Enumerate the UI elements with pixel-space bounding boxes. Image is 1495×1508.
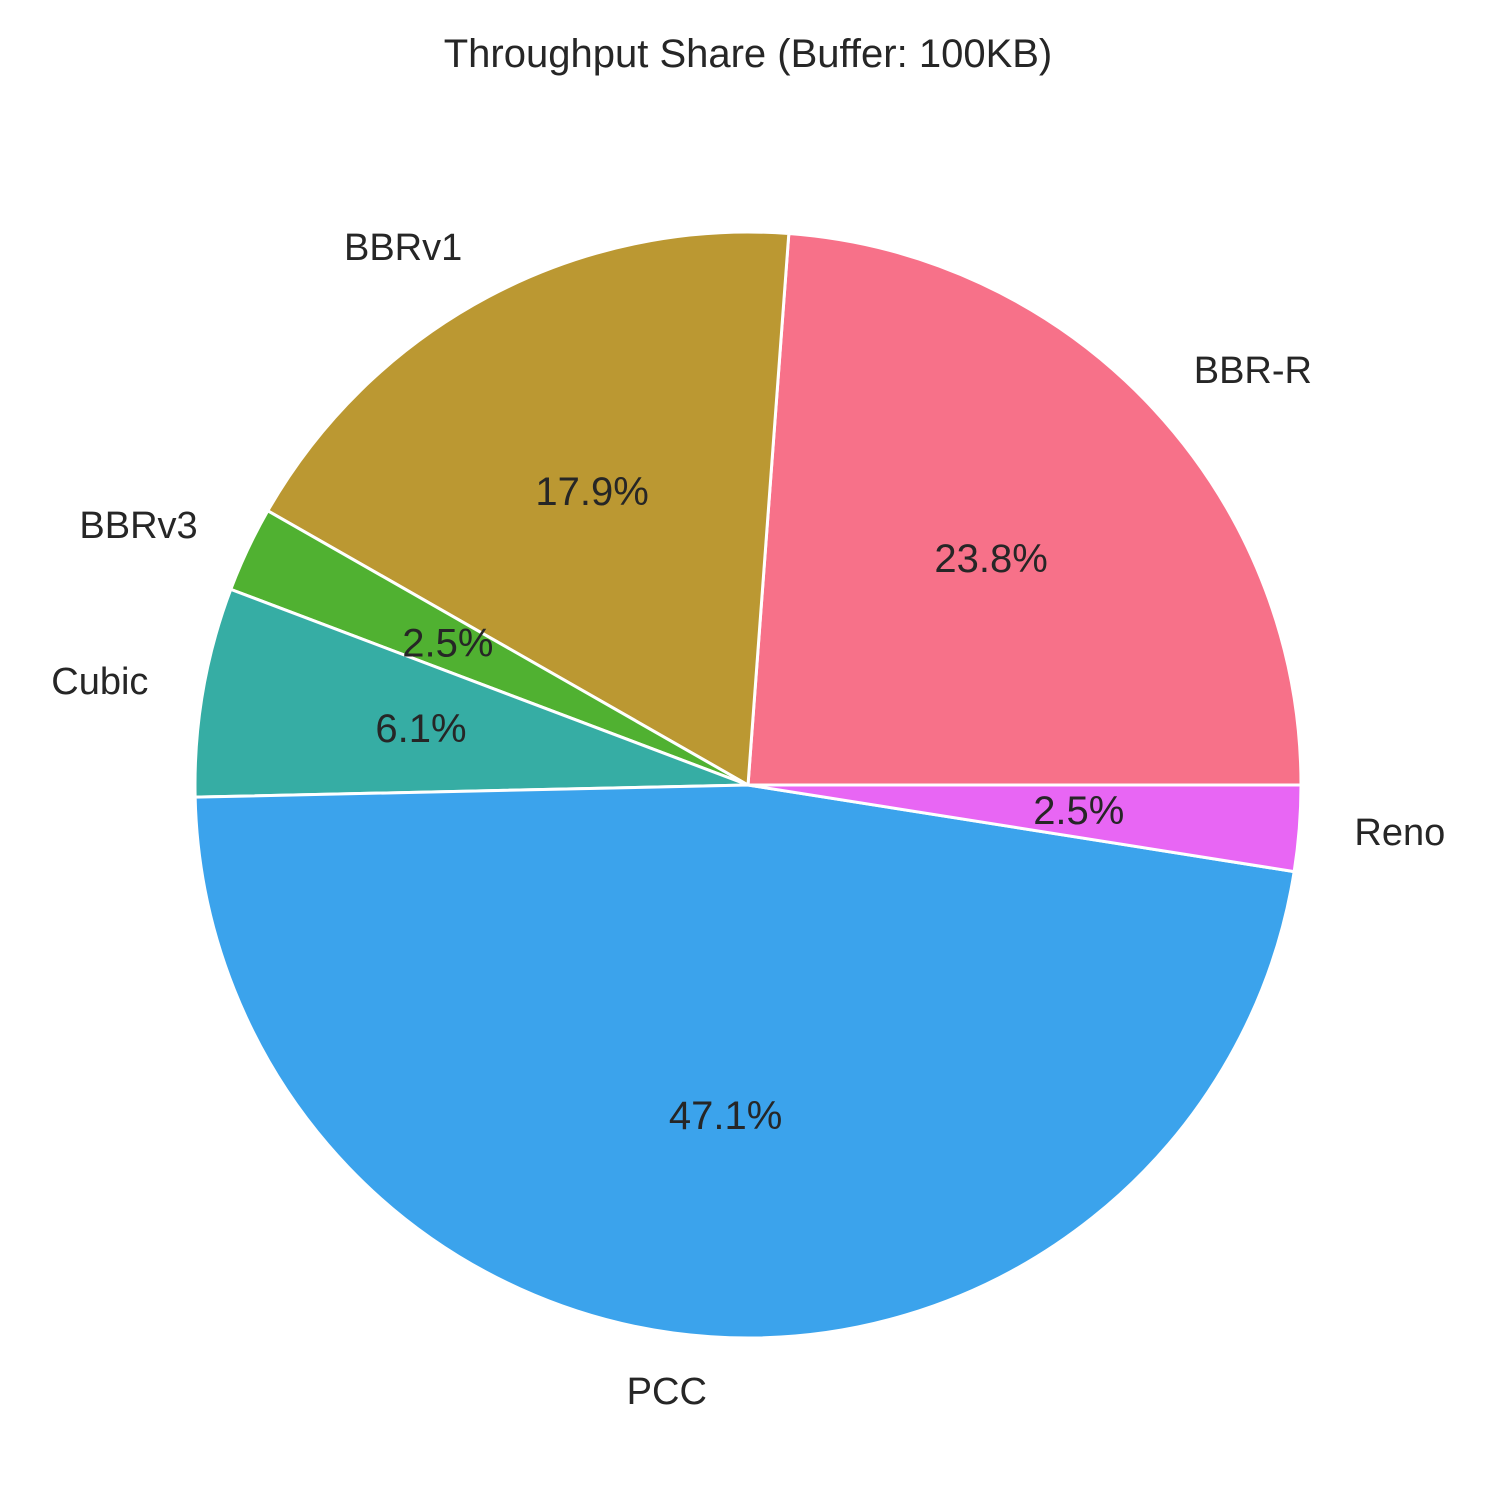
slice-percent-bbr-r: 23.8% [934, 537, 1047, 581]
slice-label-reno: Reno [1354, 812, 1445, 854]
chart-title: Throughput Share (Buffer: 100KB) [444, 32, 1053, 76]
pie-slice-bbrv1 [266, 230, 791, 787]
slice-label-cubic: Cubic [51, 661, 148, 703]
slice-percent-bbrv3: 2.5% [402, 622, 493, 666]
slice-percent-reno: 2.5% [1033, 789, 1124, 833]
slice-percent-pcc: 47.1% [669, 1094, 782, 1138]
pie-slice-pcc [193, 783, 1296, 1340]
pie-labels: BBR-R 23.8% BBRv1 17.9% BBRv3 2.5% Cubic 6.1% PC… [51, 227, 1445, 1413]
slice-label-bbrv3: BBRv3 [79, 505, 197, 547]
slice-percent-bbrv1: 17.9% [535, 470, 648, 514]
pie-slices [193, 230, 1303, 1340]
slice-label-pcc: PCC [627, 1371, 707, 1413]
slice-percent-cubic: 6.1% [375, 707, 466, 751]
pie-slice-reno [746, 783, 1303, 874]
pie-slice-bbr-r [746, 232, 1303, 787]
slice-label-bbr-r: BBR-R [1194, 350, 1312, 392]
pie-slice-cubic [193, 587, 750, 799]
slice-label-bbrv1: BBRv1 [344, 227, 462, 269]
